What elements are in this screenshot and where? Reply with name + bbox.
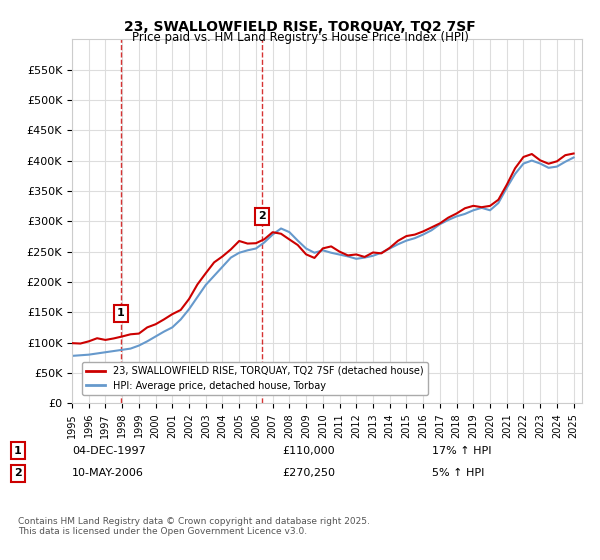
Text: 1: 1: [14, 446, 22, 456]
Text: £110,000: £110,000: [282, 446, 335, 456]
Text: 1: 1: [117, 309, 125, 319]
Text: 04-DEC-1997: 04-DEC-1997: [72, 446, 146, 456]
Text: £270,250: £270,250: [282, 468, 335, 478]
Text: Contains HM Land Registry data © Crown copyright and database right 2025.
This d: Contains HM Land Registry data © Crown c…: [18, 517, 370, 536]
Text: 23, SWALLOWFIELD RISE, TORQUAY, TQ2 7SF: 23, SWALLOWFIELD RISE, TORQUAY, TQ2 7SF: [124, 20, 476, 34]
Text: 10-MAY-2006: 10-MAY-2006: [72, 468, 144, 478]
Text: 17% ↑ HPI: 17% ↑ HPI: [432, 446, 491, 456]
Text: 2: 2: [258, 211, 266, 221]
Text: Price paid vs. HM Land Registry's House Price Index (HPI): Price paid vs. HM Land Registry's House …: [131, 31, 469, 44]
Legend: 23, SWALLOWFIELD RISE, TORQUAY, TQ2 7SF (detached house), HPI: Average price, de: 23, SWALLOWFIELD RISE, TORQUAY, TQ2 7SF …: [82, 362, 428, 395]
Text: 2: 2: [14, 468, 22, 478]
Text: 5% ↑ HPI: 5% ↑ HPI: [432, 468, 484, 478]
